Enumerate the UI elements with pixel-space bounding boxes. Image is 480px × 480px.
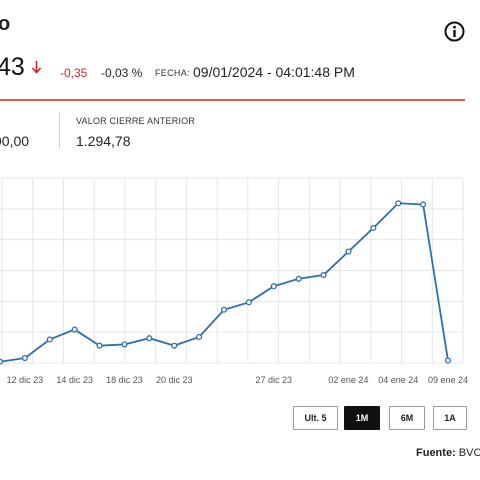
data-point — [71, 326, 78, 333]
x-tick-label: 20 dic 23 — [156, 375, 193, 385]
x-tick-label: 09 ene 24 — [428, 375, 468, 385]
price-change: -0,35 — [60, 66, 88, 80]
data-point — [121, 341, 128, 348]
data-point — [46, 336, 53, 343]
stat-value-left: 90,00 — [0, 133, 30, 149]
series-line — [0, 202, 449, 363]
range-button-ult5[interactable]: Ult. 5 — [293, 406, 338, 430]
source-value: BVC — [458, 447, 480, 459]
data-point — [245, 299, 252, 306]
x-tick-label: 12 dic 23 — [7, 375, 44, 385]
current-price: 43 — [0, 53, 25, 81]
data-source: Fuente: BVC — [416, 447, 480, 459]
data-point — [370, 224, 377, 232]
data-point — [171, 342, 178, 349]
x-tick-label: 18 dic 23 — [106, 375, 143, 385]
data-point — [444, 357, 452, 364]
date-label: FECHA: — [155, 68, 190, 78]
data-point — [220, 306, 228, 313]
header-divider — [0, 99, 465, 101]
price-change-percent: -0,03 % — [101, 66, 143, 80]
price-chart[interactable]: 12 dic 23 14 dic 23 18 dic 23 20 dic 23 27 d… — [0, 162, 480, 392]
range-button-1a[interactable]: 1A — [433, 406, 467, 430]
data-point — [96, 342, 103, 349]
source-label: Fuente: — [416, 447, 456, 459]
x-tick-label: 02 ene 24 — [328, 375, 368, 385]
data-point — [395, 200, 402, 207]
prev-close-value: 1.294,78 — [76, 133, 131, 149]
x-tick-label: 04 ene 24 — [378, 375, 418, 385]
data-point — [0, 358, 4, 365]
prev-close-label: VALOR CIERRE ANTERIOR — [76, 116, 196, 126]
instrument-title: o — [0, 13, 11, 35]
data-point — [420, 201, 427, 208]
data-point — [295, 275, 302, 282]
data-point — [320, 272, 327, 279]
date-value: 09/01/2024 - 04:01:48 PM — [193, 64, 355, 80]
down-arrow-icon — [31, 61, 42, 74]
data-point — [146, 335, 153, 342]
data-point — [196, 333, 203, 341]
data-point — [270, 283, 277, 290]
range-button-1m[interactable]: 1M — [344, 406, 380, 430]
x-tick-label: 14 dic 23 — [56, 375, 93, 385]
data-point — [345, 248, 352, 255]
stats-divider — [59, 113, 60, 149]
data-point — [21, 354, 28, 362]
range-button-6m[interactable]: 6M — [389, 406, 425, 430]
info-icon[interactable] — [444, 21, 465, 42]
x-tick-label: 27 dic 23 — [256, 375, 293, 385]
